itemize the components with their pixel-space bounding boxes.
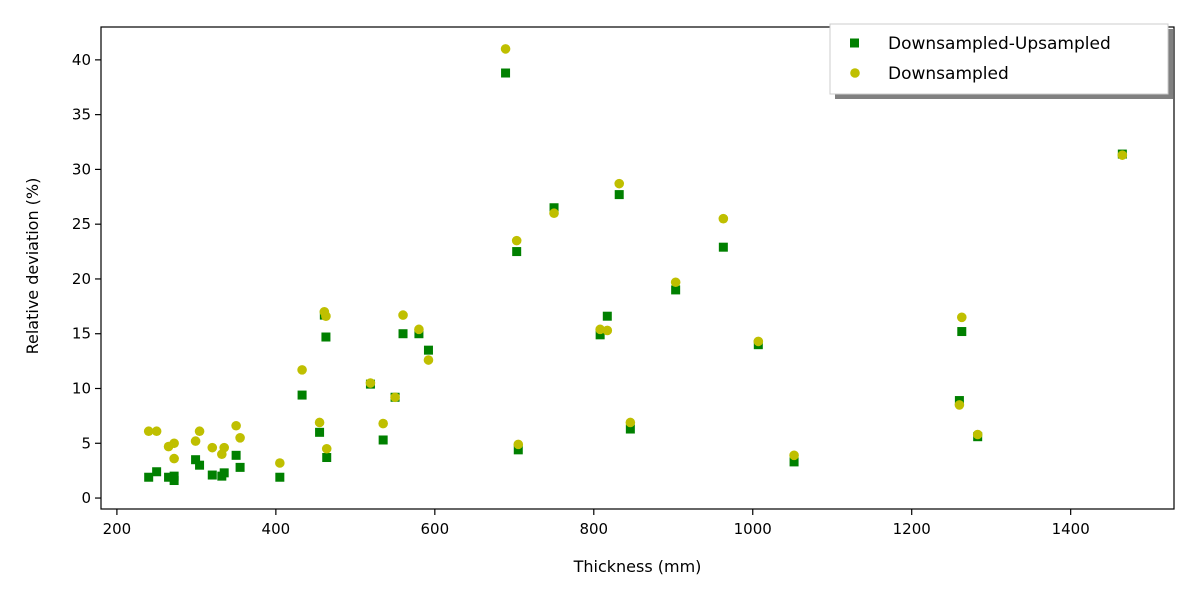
- data-point-square: [219, 468, 229, 478]
- data-point-circle: [414, 324, 424, 335]
- data-point-square: [164, 472, 174, 482]
- data-point-circle: [235, 432, 245, 443]
- data-point-square: [423, 345, 433, 355]
- data-point-circle: [194, 426, 205, 437]
- data-point-circle: [500, 44, 511, 54]
- data-point-circle: [602, 325, 613, 336]
- data-point-square: [169, 476, 179, 486]
- data-point-square: [513, 445, 523, 455]
- data-point-square: [789, 457, 799, 467]
- x-axis-ticks: 200 400 600 800 1000 1200 1400: [103, 509, 1090, 538]
- y-tick-label: 40: [72, 51, 91, 69]
- data-point-circle: [321, 443, 332, 454]
- data-point-square: [191, 455, 201, 465]
- x-tick-label: 600: [421, 520, 450, 538]
- legend-label-downsampled-upsampled: Downsampled-Upsampled: [888, 34, 1111, 54]
- data-point-circle: [972, 429, 983, 440]
- data-point-square: [614, 190, 624, 200]
- data-point-circle: [231, 420, 241, 431]
- data-point-circle: [207, 442, 218, 453]
- data-point-circle: [954, 400, 965, 410]
- data-point-circle: [390, 392, 400, 403]
- data-point-circle: [789, 450, 799, 461]
- data-point-square: [549, 203, 559, 213]
- y-tick-label: 30: [72, 160, 91, 178]
- data-point-circle: [169, 438, 179, 449]
- legend: Downsampled-Upsampled Downsampled: [829, 23, 1173, 99]
- data-point-circle: [219, 442, 229, 453]
- x-axis-title: Thickness (mm): [573, 557, 702, 576]
- data-point-circle: [595, 324, 605, 335]
- x-tick-label: 1400: [1052, 520, 1090, 538]
- data-point-circle: [670, 277, 681, 288]
- legend-box: [829, 23, 1169, 95]
- data-point-square: [322, 453, 332, 463]
- y-tick-label: 35: [72, 106, 91, 124]
- data-point-circle: [169, 453, 179, 464]
- data-point-circle: [614, 178, 625, 189]
- data-point-square: [297, 390, 307, 400]
- data-point-square: [144, 472, 154, 482]
- y-axis-title: Relative deviation (%): [23, 178, 42, 355]
- data-point-circle: [297, 365, 307, 375]
- plot-area: [101, 27, 1174, 509]
- x-tick-label: 800: [579, 520, 608, 538]
- y-axis-ticks: 0 5 10 15 20 25 30 35 40: [72, 51, 101, 507]
- data-point-square: [231, 450, 241, 460]
- data-point-circle: [398, 310, 408, 320]
- y-tick-label: 20: [72, 270, 91, 288]
- x-tick-label: 1200: [893, 520, 931, 538]
- legend-marker-downsampled-upsampled: [850, 38, 859, 48]
- data-points: [143, 44, 1128, 486]
- data-point-square: [235, 462, 245, 472]
- data-point-square: [625, 424, 635, 434]
- data-point-circle: [549, 208, 559, 219]
- data-point-square: [195, 460, 205, 470]
- data-point-square: [512, 247, 522, 257]
- data-point-square: [275, 472, 285, 482]
- data-point-square: [152, 467, 162, 477]
- data-point-square: [501, 68, 511, 78]
- x-tick-label: 1000: [734, 520, 772, 538]
- data-point-circle: [423, 355, 434, 365]
- x-tick-label: 400: [262, 520, 291, 538]
- data-point-circle: [190, 436, 201, 446]
- plot-frame: [100, 26, 1175, 510]
- data-point-circle: [753, 336, 764, 347]
- data-point-circle: [151, 426, 162, 437]
- data-point-circle: [1117, 150, 1128, 160]
- data-point-square: [378, 435, 388, 445]
- data-point-circle: [718, 213, 729, 224]
- legend-marker-downsampled: [850, 68, 860, 78]
- series-downsampled: [143, 44, 1128, 468]
- data-point-circle: [513, 439, 524, 450]
- data-point-square: [718, 242, 728, 252]
- data-point-circle: [625, 417, 636, 428]
- y-tick-label: 25: [72, 215, 91, 233]
- y-tick-label: 10: [72, 380, 91, 398]
- y-tick-label: 15: [72, 325, 91, 343]
- legend-label-downsampled: Downsampled: [888, 64, 1009, 84]
- x-tick-label: 200: [103, 520, 132, 538]
- data-point-square: [315, 427, 325, 437]
- data-point-square: [671, 285, 681, 295]
- data-point-square: [398, 329, 408, 339]
- data-point-circle: [511, 235, 522, 246]
- data-point-square: [595, 330, 605, 340]
- data-point-circle: [143, 426, 154, 437]
- data-point-circle: [275, 458, 285, 468]
- data-point-circle: [378, 418, 388, 429]
- y-tick-label: 0: [81, 489, 91, 507]
- y-tick-label: 5: [81, 434, 91, 452]
- data-point-square: [957, 327, 967, 337]
- data-point-circle: [314, 417, 325, 428]
- data-point-circle: [321, 311, 331, 322]
- data-point-square: [602, 311, 612, 321]
- data-point-square: [321, 332, 331, 342]
- data-point-square: [207, 470, 217, 480]
- data-point-circle: [956, 312, 967, 323]
- data-point-circle: [365, 378, 376, 388]
